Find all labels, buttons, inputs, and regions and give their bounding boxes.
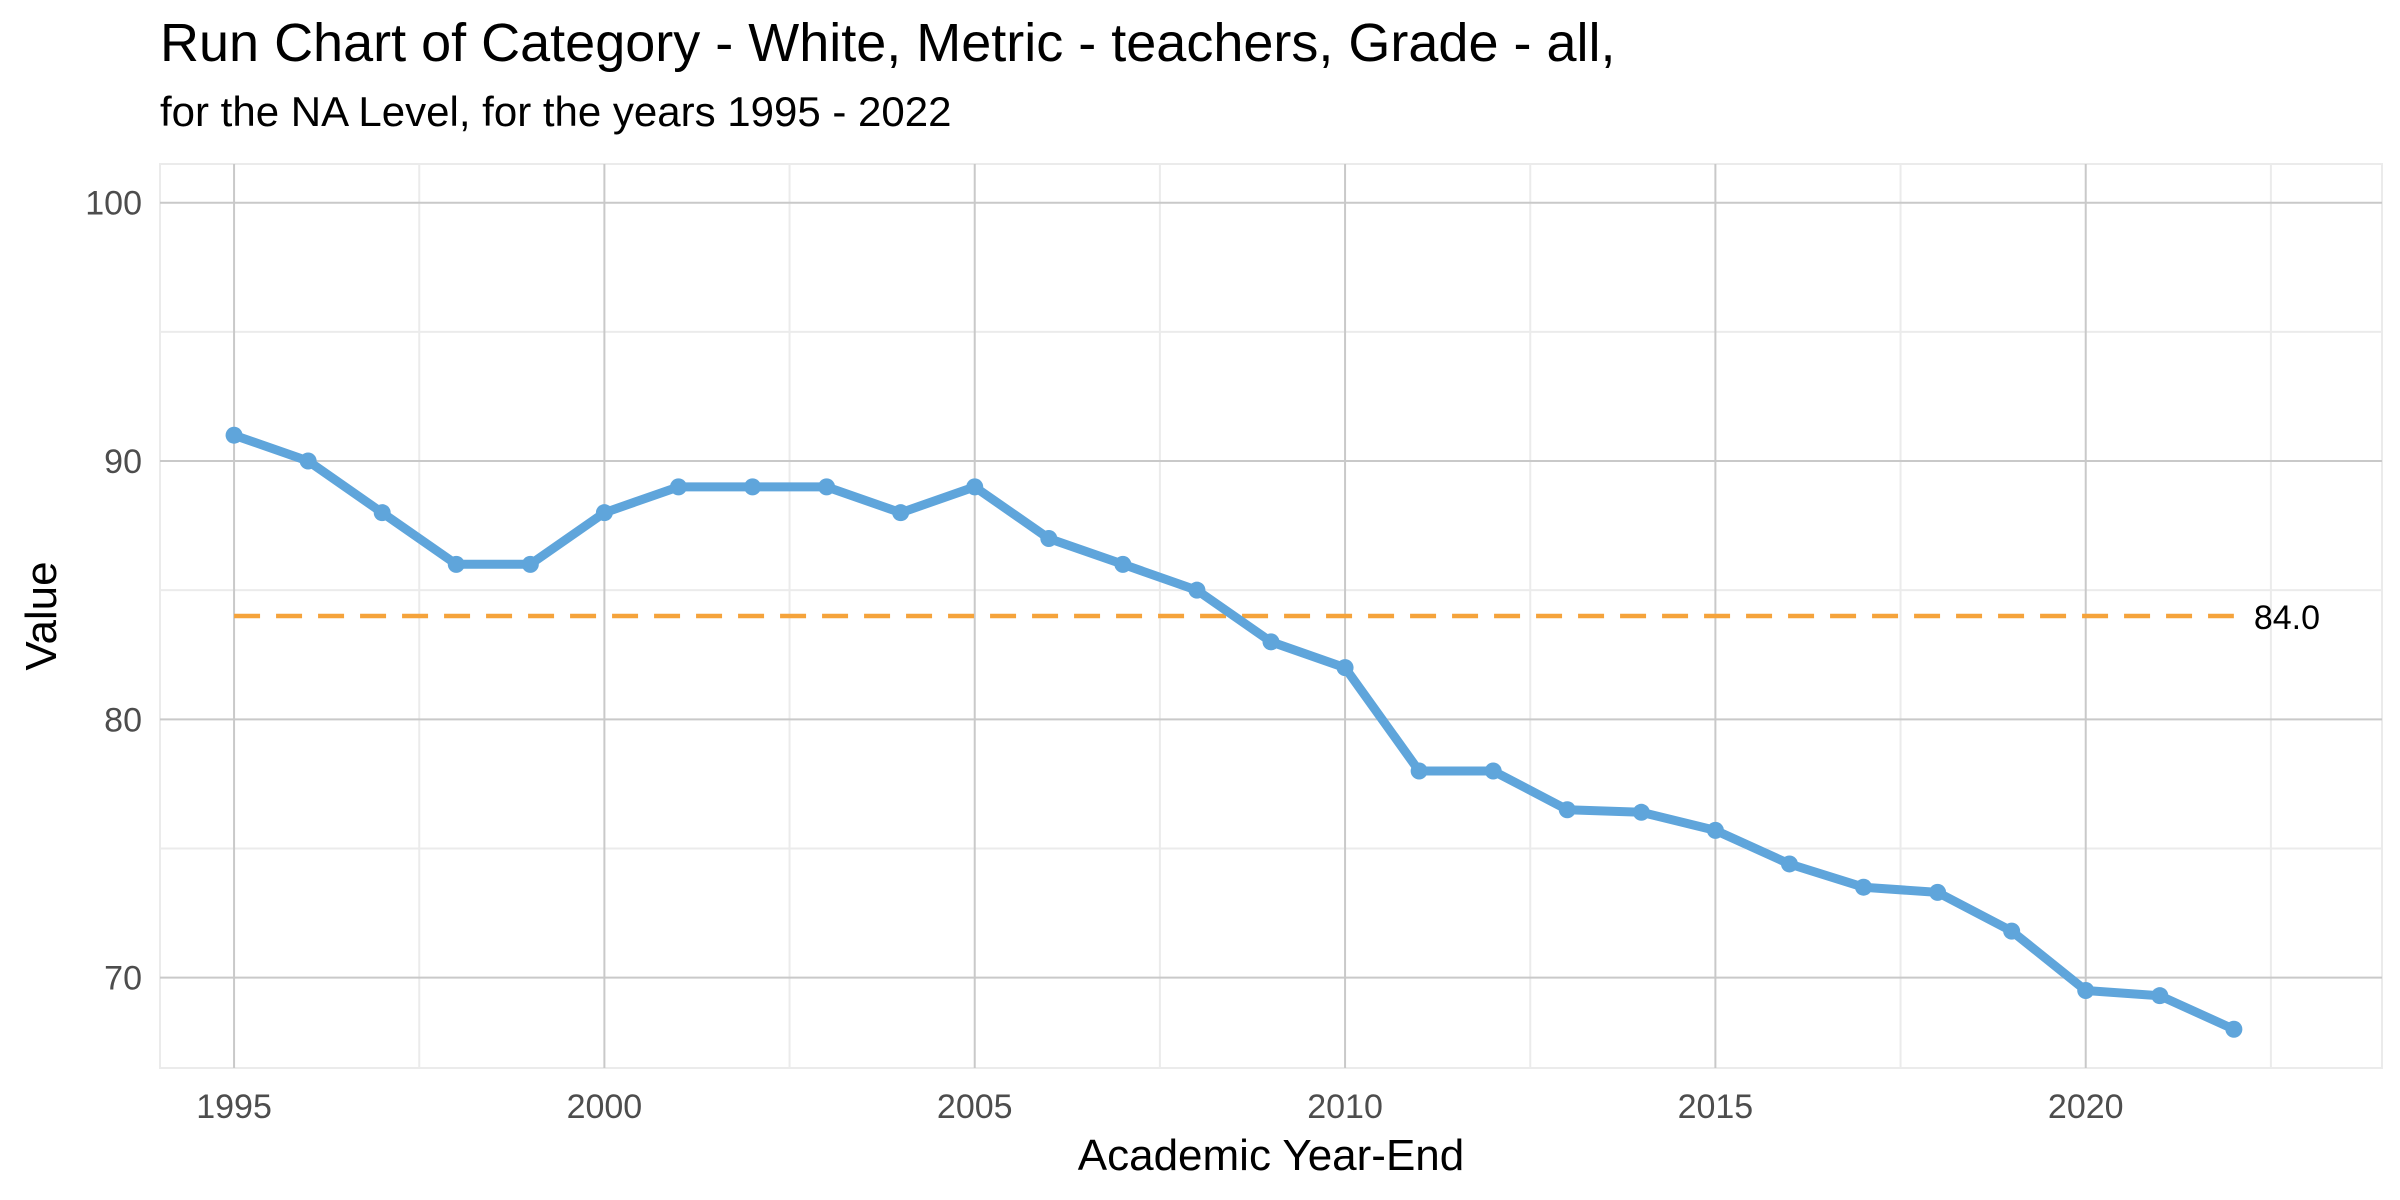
data-point	[2077, 982, 2095, 1000]
data-point	[1188, 581, 1206, 599]
series-line	[229, 430, 2239, 1034]
data-point	[1410, 762, 1428, 780]
data-point	[447, 555, 465, 573]
x-tick-label: 2015	[1678, 1088, 1754, 1126]
chart-subtitle: for the NA Level, for the years 1995 - 2…	[160, 88, 952, 135]
data-point	[1929, 883, 1947, 901]
data-point	[1706, 821, 1724, 839]
x-axis-label: Academic Year-End	[1078, 1131, 1464, 1180]
data-point	[1780, 855, 1798, 873]
y-tick-label: 90	[104, 443, 142, 481]
data-point	[1262, 633, 1280, 651]
reference-line-label: 84.0	[2254, 599, 2320, 637]
x-tick-label: 2005	[937, 1088, 1013, 1126]
data-point	[892, 504, 910, 522]
y-tick-label: 70	[104, 960, 142, 998]
plot-panel	[159, 163, 2383, 1069]
data-point	[2151, 987, 2169, 1005]
x-tick-label: 1995	[196, 1088, 272, 1126]
y-axis-label: Value	[17, 561, 66, 670]
data-point	[521, 555, 539, 573]
chart-title: Run Chart of Category - White, Metric - …	[160, 13, 1616, 73]
data-point	[1558, 801, 1576, 819]
data-point	[669, 478, 687, 496]
data-point	[1855, 878, 1873, 896]
data-point	[225, 426, 243, 444]
data-point	[373, 504, 391, 522]
data-point	[2003, 922, 2021, 940]
data-point	[1484, 762, 1502, 780]
data-point	[1114, 555, 1132, 573]
data-point	[744, 478, 762, 496]
data-point	[1336, 659, 1354, 677]
data-point	[818, 478, 836, 496]
data-point	[1632, 803, 1650, 821]
data-point	[1040, 530, 1058, 548]
y-tick-label: 80	[104, 701, 142, 739]
x-tick-label: 2000	[567, 1088, 643, 1126]
data-point	[299, 452, 317, 470]
x-tick-label: 2010	[1307, 1088, 1383, 1126]
data-point	[595, 504, 613, 522]
x-tick-label: 2020	[2048, 1088, 2124, 1126]
y-tick-label: 100	[85, 185, 142, 223]
data-point	[966, 478, 984, 496]
data-point	[2225, 1020, 2243, 1038]
